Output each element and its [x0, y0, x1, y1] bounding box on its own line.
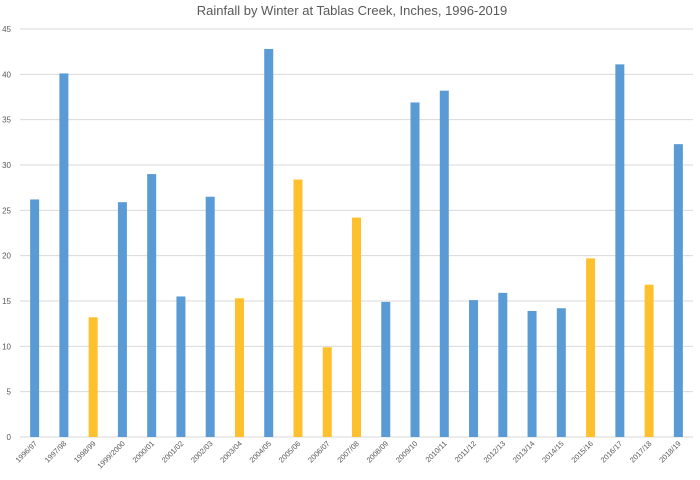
bar-2017-18: [644, 284, 654, 437]
x-tick-label: 2006/07: [306, 439, 332, 465]
y-tick-label: 5: [7, 388, 12, 397]
x-tick-label: 2014/15: [540, 439, 566, 465]
bar-2014-15: [556, 308, 566, 437]
bar-1998-99: [88, 317, 98, 437]
x-tick-label: 2012/13: [482, 439, 508, 465]
bar-2000-01: [147, 174, 157, 438]
x-tick-label: 2009/10: [394, 439, 420, 465]
x-tick-label: 2003/04: [218, 439, 244, 465]
bar-2007-08: [352, 217, 361, 437]
x-tick-label: 2010/11: [424, 439, 449, 464]
y-tick-label: 0: [7, 433, 12, 442]
y-tick-label: 30: [2, 161, 11, 170]
x-tick-label: 2013/14: [511, 439, 537, 465]
x-tick-label: 2002/03: [189, 439, 215, 465]
bar-2012-13: [498, 292, 508, 437]
x-tick-label: 2018/19: [657, 439, 683, 465]
bar-2010-11: [439, 90, 449, 438]
x-tick-label: 1996/97: [14, 439, 40, 465]
y-tick-label: 35: [2, 116, 11, 125]
bar-2002-03: [205, 196, 215, 437]
bar-1996-97: [30, 199, 40, 437]
bar-2001-02: [176, 296, 186, 437]
bar-2004-05: [264, 48, 274, 438]
y-tick-label: 20: [2, 252, 11, 261]
x-tick-label: 2011/12: [453, 439, 478, 464]
bar-2018-19: [673, 144, 683, 437]
bar-2003-04: [234, 298, 244, 437]
bar-2009-10: [410, 102, 420, 437]
x-tick-label: 2004/05: [248, 439, 274, 465]
x-tick-label: 2005/06: [277, 439, 303, 465]
x-tick-label: 2017/18: [628, 439, 654, 465]
x-tick-label: 2007/08: [335, 439, 361, 465]
bar-2016-17: [615, 64, 625, 438]
x-tick-label: 2001/02: [160, 439, 186, 465]
x-tick-label: 1998/99: [72, 439, 98, 465]
y-tick-label: 10: [2, 342, 11, 351]
x-tick-label: 2008/09: [365, 439, 391, 465]
y-tick-label: 25: [2, 206, 11, 215]
x-tick-label: 2016/17: [599, 439, 625, 465]
bar-2015-16: [586, 258, 596, 437]
bars: [30, 48, 683, 438]
bar-2008-09: [381, 301, 391, 437]
bar-2013-14: [527, 310, 537, 437]
x-tick-label: 2015/16: [569, 439, 595, 465]
x-tick-label: 1997/98: [43, 439, 69, 465]
y-tick-label: 15: [2, 297, 11, 306]
bar-2011-12: [469, 300, 479, 437]
y-tick-label: 40: [2, 70, 11, 79]
chart-title: Rainfall by Winter at Tablas Creek, Inch…: [197, 3, 507, 18]
bar-1999-2000: [117, 202, 127, 437]
y-tick-label: 45: [2, 25, 11, 34]
bar-2006-07: [322, 347, 332, 437]
x-tick-label: 2000/01: [131, 439, 157, 465]
bar-1997-98: [59, 73, 69, 437]
bar-2005-06: [293, 179, 303, 438]
x-tick-label: 1999/2000: [95, 439, 126, 470]
y-axis-ticks: 0 5 10 15 20 25 30 35 40 45: [2, 25, 11, 442]
